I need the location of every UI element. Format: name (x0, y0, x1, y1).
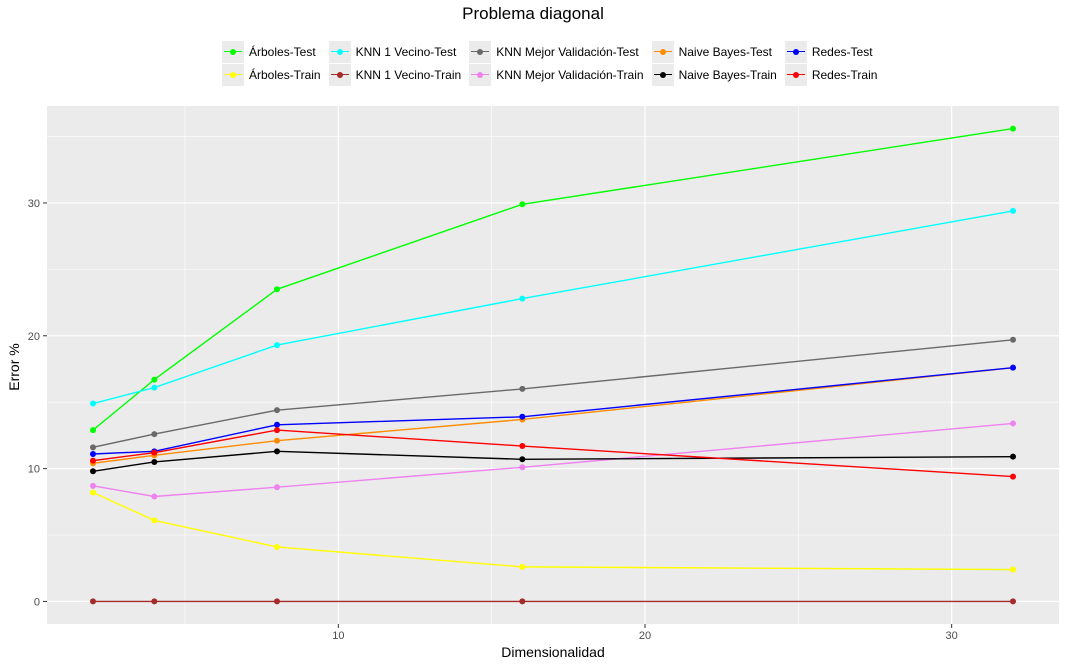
legend-item: Redes-Test (784, 40, 878, 63)
data-point (1010, 566, 1016, 573)
data-point (151, 376, 158, 383)
data-point (1010, 453, 1016, 460)
data-point (274, 407, 280, 414)
data-point (151, 458, 158, 465)
legend-label: Naive Bayes-Test (678, 44, 772, 59)
data-point (274, 286, 280, 293)
data-point (90, 427, 96, 434)
data-point (274, 421, 280, 428)
legend-key (328, 40, 351, 63)
data-point (151, 384, 158, 391)
data-point (1010, 598, 1016, 605)
legend-column: Redes-Test Redes-Train (784, 40, 878, 86)
legend-item: KNN 1 Vecino-Test (328, 40, 462, 63)
data-point (1010, 336, 1016, 343)
data-point (519, 563, 526, 570)
legend-key (222, 63, 244, 86)
data-point (519, 385, 526, 392)
legend-column: Árboles-Test Árboles-Train (222, 40, 321, 86)
data-point (1010, 473, 1016, 480)
data-point (519, 464, 526, 471)
legend-key (469, 40, 492, 63)
legend-column: KNN 1 Vecino-Test KNN 1 Vecino-Train (328, 40, 462, 86)
y-tick-label: 20 (28, 331, 40, 343)
data-point (90, 482, 96, 489)
legend-column: KNN Mejor Validación-Test KNN Mejor Vali… (469, 40, 644, 86)
legend-label: KNN 1 Vecino-Test (355, 44, 457, 59)
y-axis-title: Error % (6, 343, 22, 391)
data-point (151, 598, 158, 605)
y-tick-label: 30 (28, 198, 40, 210)
x-tick-label: 10 (332, 630, 344, 642)
y-tick-label: 10 (28, 464, 40, 476)
legend-item: Árboles-Test (222, 40, 321, 63)
data-point (1010, 420, 1016, 427)
legend-item: KNN 1 Vecino-Train (328, 63, 462, 86)
data-point (519, 413, 526, 420)
legend-item: KNN Mejor Validación-Train (469, 63, 644, 86)
legend-key (784, 63, 807, 86)
data-point (90, 468, 96, 475)
data-point (90, 444, 96, 451)
x-tick-label: 30 (946, 630, 958, 642)
legend-item: Árboles-Train (222, 63, 321, 86)
data-point (90, 400, 96, 407)
data-point (90, 598, 96, 605)
data-point (90, 457, 96, 464)
x-axis-title: Dimensionalidad (501, 644, 605, 660)
legend-label: KNN Mejor Validación-Train (496, 67, 644, 82)
y-tick-label: 0 (34, 596, 40, 608)
data-point (274, 543, 280, 550)
data-point (519, 443, 526, 450)
legend-label: KNN 1 Vecino-Train (355, 67, 462, 82)
legend-item: Naive Bayes-Train (651, 63, 777, 86)
plot-panel (47, 106, 1059, 624)
data-point (1010, 207, 1016, 214)
legend-label: Árboles-Test (249, 44, 316, 59)
data-point (274, 437, 280, 444)
data-point (90, 450, 96, 457)
legend-key (469, 63, 492, 86)
legend: Árboles-Test Árboles-Train KNN 1 Vecino-… (222, 40, 877, 86)
data-point (151, 493, 158, 500)
legend-key (651, 63, 674, 86)
data-point (90, 489, 96, 496)
data-point (274, 427, 280, 434)
legend-item: KNN Mejor Validación-Test (469, 40, 643, 63)
data-point (519, 456, 526, 463)
chart-title: Problema diagonal (462, 4, 604, 23)
data-point (151, 431, 158, 438)
legend-key (651, 40, 674, 63)
legend-label: Redes-Test (811, 44, 873, 59)
legend-key (222, 40, 244, 63)
legend-key (328, 63, 351, 86)
data-point (151, 517, 158, 524)
data-point (1010, 364, 1016, 371)
legend-key (784, 40, 807, 63)
legend-column: Naive Bayes-Test Naive Bayes-Train (651, 40, 777, 86)
data-point (274, 342, 280, 349)
data-point (151, 449, 158, 456)
data-point (519, 295, 526, 302)
x-tick-label: 20 (639, 630, 651, 642)
legend-label: Árboles-Train (249, 67, 321, 82)
legend-item: Redes-Train (784, 63, 878, 86)
legend-item: Naive Bayes-Test (651, 40, 777, 63)
data-point (274, 448, 280, 455)
data-point (274, 598, 280, 605)
data-point (1010, 125, 1016, 132)
data-point (519, 598, 526, 605)
legend-label: Redes-Train (811, 67, 878, 82)
legend-label: Naive Bayes-Train (678, 67, 777, 82)
data-point (274, 484, 280, 491)
legend-label: KNN Mejor Validación-Test (496, 44, 639, 59)
data-point (519, 201, 526, 208)
